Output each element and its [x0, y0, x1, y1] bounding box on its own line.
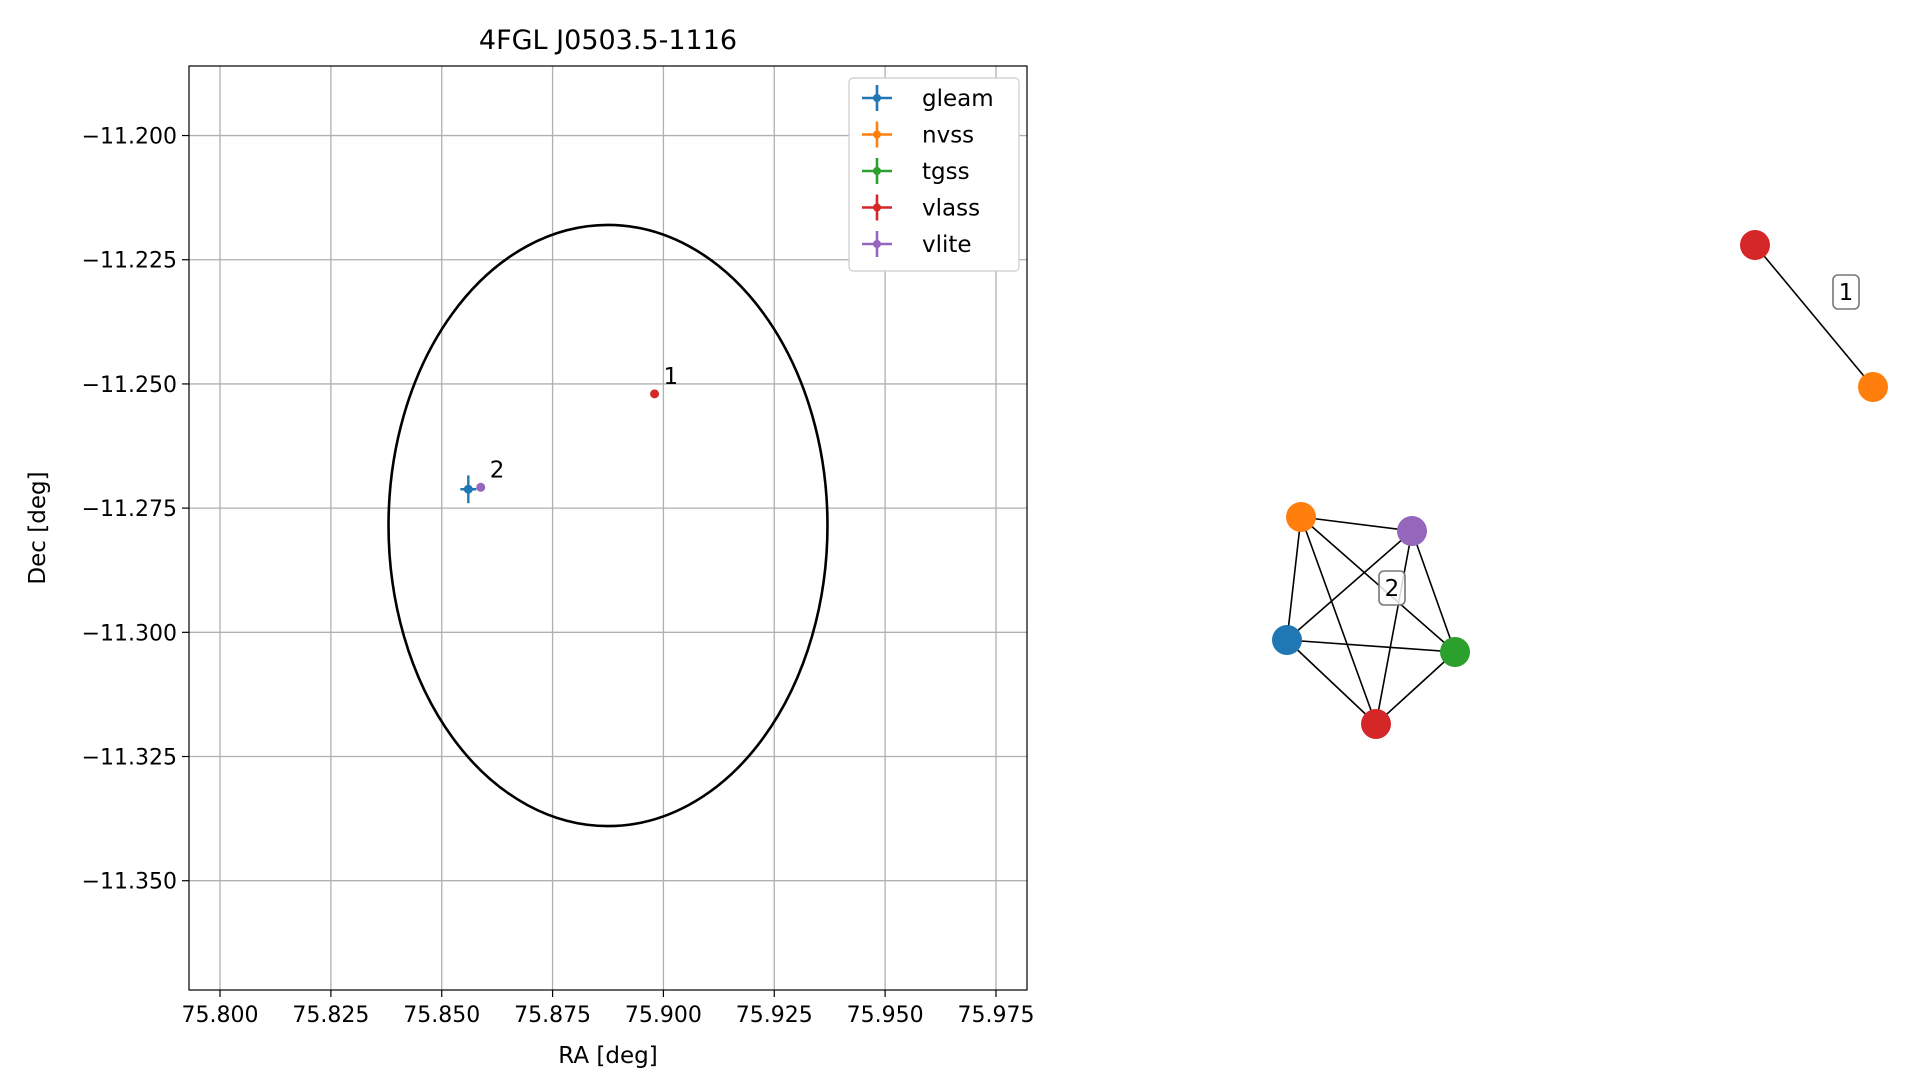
gleam-legend-marker [873, 94, 881, 102]
network-edges [1286, 244, 1874, 725]
legend: gleam nvss tgss vlass vlite [848, 77, 1020, 272]
y-tick-label: −11.200 [82, 125, 177, 150]
vlite-legend-marker [873, 240, 881, 248]
network-edge [1754, 244, 1874, 388]
group-label-text: 1 [1839, 280, 1854, 306]
network-edge [1375, 651, 1456, 725]
vlass-legend-marker [873, 203, 881, 212]
node-g2-gleam [1272, 625, 1302, 655]
legend-label-nvss: nvss [922, 123, 974, 149]
network-edge [1286, 639, 1456, 653]
group-label-box [1832, 274, 1860, 310]
x-tick-label: 75.875 [514, 1003, 591, 1028]
x-tick-label: 75.900 [625, 1003, 702, 1028]
legend-item-vlite: vlite [862, 231, 972, 258]
node-g2-vlass [1361, 709, 1391, 739]
network-edge [1300, 516, 1413, 532]
node-g1-vlass [1740, 230, 1770, 260]
x-tick-label: 75.800 [182, 1003, 259, 1028]
group-label-2: 2 [1378, 570, 1406, 606]
node-g2-tgss [1440, 637, 1470, 667]
gleam-point [463, 484, 473, 494]
group-label-box [1378, 570, 1406, 606]
network-edge [1286, 530, 1413, 641]
network-group-labels: 12 [1378, 274, 1860, 606]
network-edge [1300, 516, 1377, 725]
legend-item-tgss: tgss [862, 158, 970, 185]
legend-box [848, 77, 1020, 272]
y-axis-label: Dec [deg] [25, 471, 51, 584]
tgss-legend-marker [873, 167, 881, 175]
x-tick-label: 75.850 [403, 1003, 480, 1028]
position-ellipse [387, 223, 829, 828]
legend-item-vlass: vlass [862, 194, 980, 222]
legend-label-tgss: tgss [922, 159, 970, 185]
point-annotations: 12 [490, 364, 678, 483]
node-g2-nvss [1286, 502, 1316, 532]
x-tick-label: 75.975 [957, 1003, 1034, 1028]
legend-label-vlass: vlass [922, 196, 980, 222]
ellipse-layer [387, 223, 829, 828]
x-tick-label: 75.950 [847, 1003, 924, 1028]
network-edge [1286, 516, 1302, 641]
y-tick-label: −11.325 [82, 746, 177, 771]
x-tick-label: 75.925 [736, 1003, 813, 1028]
annotation-1: 1 [664, 364, 679, 390]
vlass-point [650, 389, 660, 399]
x-tick-label: 75.825 [292, 1003, 369, 1028]
network-edge [1375, 530, 1413, 725]
node-g1-nvss [1858, 372, 1888, 402]
y-tick-label: −11.350 [82, 870, 177, 895]
group-label-1: 1 [1832, 274, 1860, 310]
x-axis-label: RA [deg] [558, 1043, 657, 1069]
nvss-legend-marker [873, 130, 881, 139]
y-tick-label: −11.250 [82, 373, 177, 398]
y-tick-label: −11.275 [82, 497, 177, 522]
plot-frame [188, 65, 1028, 991]
legend-label-vlite: vlite [922, 232, 972, 258]
data-points [460, 389, 660, 504]
x-axis-ticks: 75.800 75.825 75.850 75.875 75.900 75.925 75.9… [182, 990, 1034, 1028]
network-edge [1286, 639, 1377, 725]
network-edge [1300, 516, 1456, 653]
chart-title: 4FGL J0503.5-1116 [479, 25, 737, 56]
node-g2-vlite [1397, 516, 1427, 546]
legend-label-gleam: gleam [922, 86, 994, 112]
network-diagram: 12 [1272, 230, 1888, 739]
network-nodes [1272, 230, 1888, 739]
annotation-2: 2 [490, 457, 505, 483]
legend-item-nvss: nvss [862, 121, 974, 149]
y-axis-ticks: −11.200 −11.225 −11.250 −11.275 −11.300 −11.3… [82, 125, 189, 895]
group-label-text: 2 [1385, 576, 1400, 602]
vlite-point [476, 482, 486, 492]
network-edge [1411, 530, 1456, 653]
y-tick-label: −11.300 [82, 621, 177, 646]
y-tick-label: −11.225 [82, 249, 177, 274]
legend-items: gleam nvss tgss vlass vlite [862, 85, 994, 258]
scatter-chart: 12 75.800 75.825 75.850 75.875 75.900 75.925 7… [25, 25, 1034, 1069]
legend-item-gleam: gleam [862, 85, 994, 112]
